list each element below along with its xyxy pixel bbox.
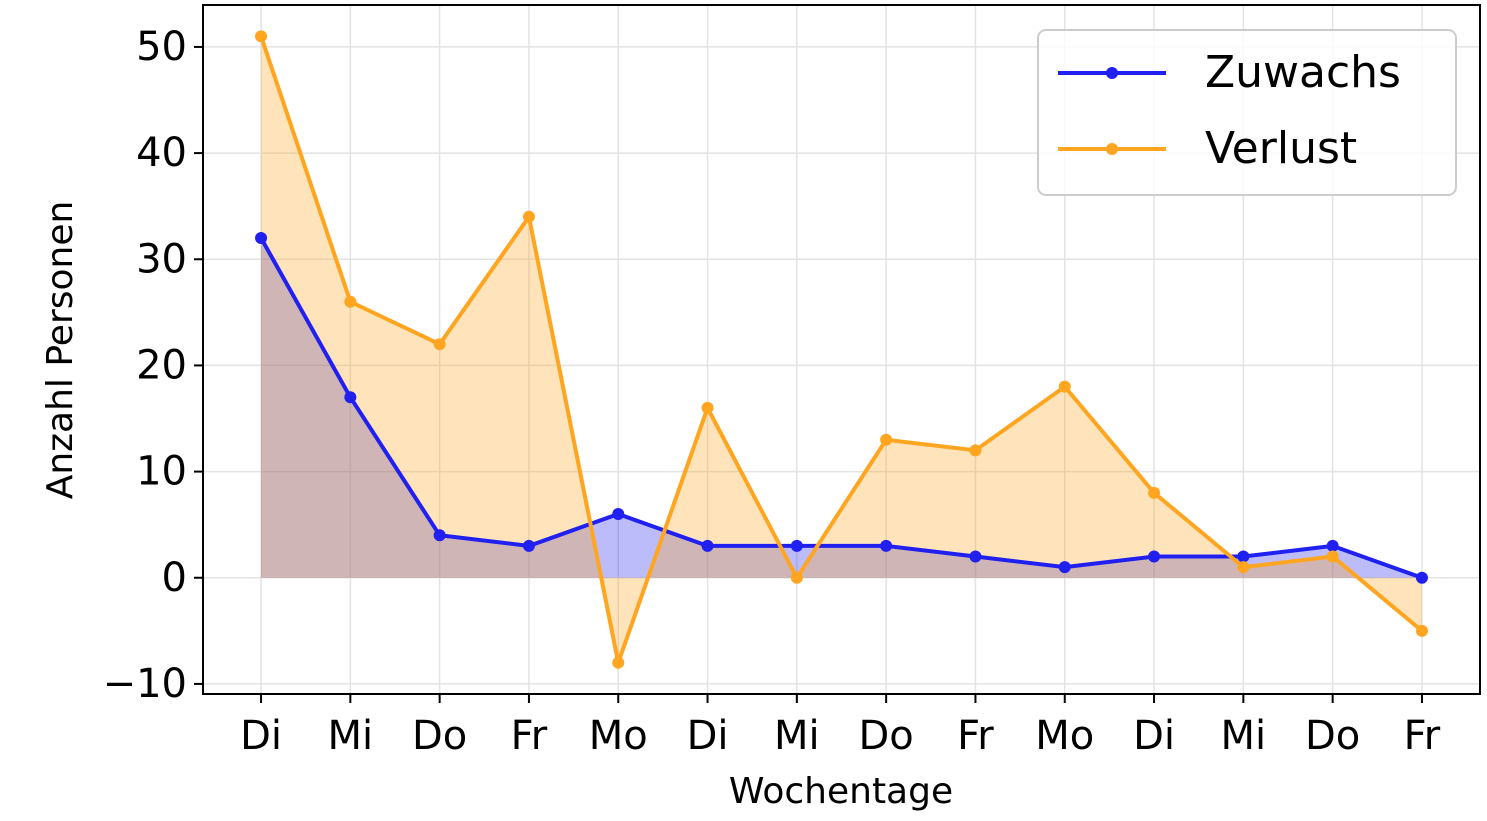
x-tick-label: Fr (957, 713, 994, 759)
marker (433, 529, 446, 542)
marker (1326, 550, 1339, 563)
legend-label: Zuwachs (1205, 47, 1401, 98)
marker (701, 401, 714, 414)
x-tick-label: Mo (589, 713, 648, 759)
marker (1058, 561, 1071, 574)
y-tick-label: 50 (136, 24, 187, 70)
x-tick-label: Mi (1221, 713, 1267, 759)
plot-frame (202, 4, 1481, 695)
x-tick-label: Di (687, 713, 729, 759)
marker (790, 571, 803, 584)
marker (969, 550, 982, 563)
marker (1415, 571, 1428, 584)
marker (344, 391, 357, 404)
marker (1237, 550, 1250, 563)
marker (790, 539, 803, 552)
marker (612, 508, 625, 521)
x-tick-label: Mi (774, 713, 820, 759)
marker (1058, 380, 1071, 393)
y-tick-label: 40 (136, 130, 187, 176)
y-tick-label: 10 (136, 449, 187, 495)
x-tick-label: Di (1133, 713, 1175, 759)
x-tick-label: Fr (511, 713, 548, 759)
line (259, 35, 1424, 671)
y-axis-label: Anzahl Personen (40, 201, 81, 500)
y-tick-label: 20 (136, 342, 187, 388)
y-tick-label: 0 (162, 555, 187, 601)
x-tick-label: Mi (328, 713, 374, 759)
legend-marker (1106, 67, 1118, 79)
marker (522, 210, 535, 223)
area (261, 238, 1422, 578)
x-tick-label: Fr (1404, 713, 1441, 759)
x-tick-label: Di (240, 713, 282, 759)
legend: Zuwachs Verlust (1037, 29, 1457, 196)
marker (969, 444, 982, 457)
marker (701, 539, 714, 552)
marker (1237, 561, 1250, 574)
marker (255, 232, 268, 245)
marker (1326, 539, 1339, 552)
legend-label: Verlust (1205, 123, 1357, 174)
x-tick-label: Do (859, 713, 914, 759)
x-tick-label: Do (1305, 713, 1360, 759)
legend-marker (1106, 143, 1118, 155)
marker (255, 30, 268, 43)
marker (880, 539, 893, 552)
marker (344, 295, 357, 308)
marker (1148, 486, 1161, 499)
marker (433, 338, 446, 351)
x-tick-label: Mo (1035, 713, 1094, 759)
marker (1415, 624, 1428, 637)
y-tick-label: 30 (136, 236, 187, 282)
area (261, 36, 1422, 663)
x-axis-label: Wochentage (729, 771, 953, 812)
marker (880, 433, 893, 446)
marker (612, 656, 625, 669)
marker (1148, 550, 1161, 563)
y-tick-label: −10 (103, 661, 187, 707)
x-tick-label: Do (412, 713, 467, 759)
marker (522, 539, 535, 552)
